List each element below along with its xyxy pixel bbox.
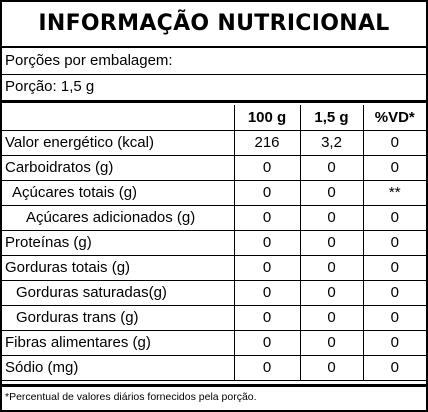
table-row: Fibras alimentares (g) 0 0 0 (2, 329, 426, 356)
value-100g: 0 (233, 354, 301, 381)
table-row: Proteínas (g) 0 0 0 (2, 229, 426, 256)
value-100g: 0 (233, 304, 301, 331)
value-100g: 0 (233, 279, 301, 306)
footnote: *Percentual de valores diários fornecido… (5, 391, 257, 403)
panel-title: INFORMAÇÃO NUTRICIONAL (2, 2, 426, 48)
column-header-serving: 1,5 g (299, 105, 364, 131)
value-serving: 0 (299, 254, 364, 281)
value-vd: 0 (362, 304, 426, 331)
value-serving: 3,2 (299, 129, 364, 156)
table-row: Gorduras trans (g) 0 0 0 (2, 304, 426, 331)
column-header-vd: %VD* (362, 105, 426, 131)
value-vd: 0 (362, 254, 426, 281)
value-vd: 0 (362, 129, 426, 156)
value-vd: ** (362, 179, 426, 206)
header-blank-cell (2, 105, 235, 131)
table-row: Gorduras saturadas(g) 0 0 0 (2, 279, 426, 306)
value-serving: 0 (299, 279, 364, 306)
table-row: Açúcares totais (g) 0 0 ** (2, 179, 426, 206)
table-row: Valor energético (kcal) 216 3,2 0 (2, 129, 426, 156)
nutrient-label: Valor energético (kcal) (2, 129, 235, 156)
table-row: Açúcares adicionados (g) 0 0 0 (2, 204, 426, 231)
nutrient-label: Açúcares adicionados (g) (2, 204, 235, 231)
nutrient-label: Gorduras saturadas(g) (2, 279, 235, 306)
value-serving: 0 (299, 179, 364, 206)
nutrient-label: Gorduras totais (g) (2, 254, 235, 281)
divider (2, 74, 426, 75)
nutrient-label: Carboidratos (g) (2, 154, 235, 181)
nutrient-label: Açúcares totais (g) (2, 179, 235, 206)
divider-thick (2, 384, 426, 387)
value-serving: 0 (299, 354, 364, 381)
value-vd: 0 (362, 329, 426, 356)
value-100g: 0 (233, 254, 301, 281)
nutrient-label: Gorduras trans (g) (2, 304, 235, 331)
table-row: Sódio (mg) 0 0 0 (2, 354, 426, 381)
column-header-100g: 100 g (233, 105, 301, 131)
value-100g: 216 (233, 129, 301, 156)
value-100g: 0 (233, 179, 301, 206)
table-row: Gorduras totais (g) 0 0 0 (2, 254, 426, 281)
value-serving: 0 (299, 204, 364, 231)
value-serving: 0 (299, 329, 364, 356)
value-100g: 0 (233, 204, 301, 231)
value-vd: 0 (362, 154, 426, 181)
value-serving: 0 (299, 154, 364, 181)
header-row: 100 g 1,5 g %VD* (2, 105, 426, 131)
servings-per-package: Porções por embalagem: (5, 52, 173, 69)
value-serving: 0 (299, 229, 364, 256)
nutrition-table: 100 g 1,5 g %VD* Valor energético (kcal)… (2, 105, 426, 381)
nutrient-label: Sódio (mg) (2, 354, 235, 381)
value-vd: 0 (362, 279, 426, 306)
value-serving: 0 (299, 304, 364, 331)
nutrient-label: Proteínas (g) (2, 229, 235, 256)
table-row: Carboidratos (g) 0 0 0 (2, 154, 426, 181)
value-vd: 0 (362, 354, 426, 381)
value-vd: 0 (362, 204, 426, 231)
serving-size: Porção: 1,5 g (5, 78, 95, 95)
nutrient-label: Fibras alimentares (g) (2, 329, 235, 356)
value-100g: 0 (233, 229, 301, 256)
value-100g: 0 (233, 154, 301, 181)
divider-thick (2, 100, 426, 103)
value-vd: 0 (362, 229, 426, 256)
value-100g: 0 (233, 329, 301, 356)
